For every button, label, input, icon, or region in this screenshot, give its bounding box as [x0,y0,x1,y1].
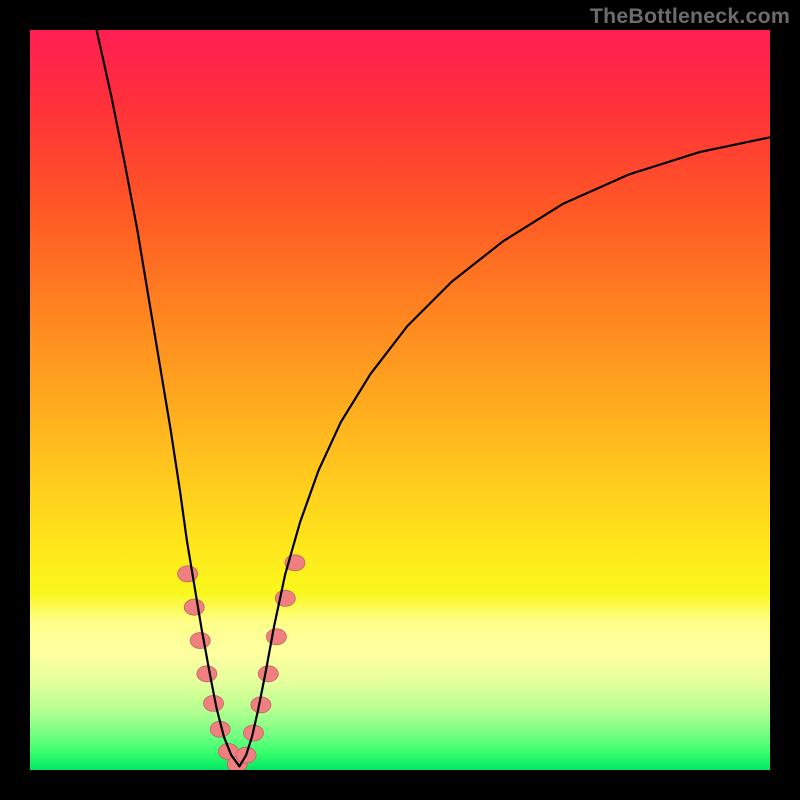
curve-left [97,30,240,766]
chart-container: TheBottleneck.com [0,0,800,800]
data-marker [178,566,198,582]
data-marker [197,666,217,682]
data-marker [266,629,286,645]
data-marker [184,599,204,615]
curve-right [239,137,770,766]
chart-plot-area [30,30,770,770]
chart-overlay [30,30,770,770]
marker-group [178,555,305,770]
data-marker [190,633,210,649]
watermark-text: TheBottleneck.com [590,4,790,29]
data-marker [258,666,278,682]
